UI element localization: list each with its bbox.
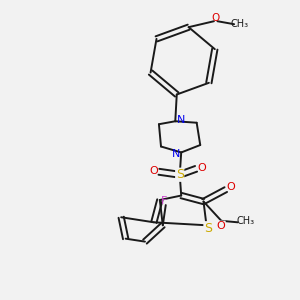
Text: N: N <box>172 149 180 159</box>
Text: CH₃: CH₃ <box>237 216 255 226</box>
Text: O: O <box>149 166 158 176</box>
Text: N: N <box>176 115 185 125</box>
Text: O: O <box>197 163 206 173</box>
Text: O: O <box>211 13 220 23</box>
Text: O: O <box>216 221 225 231</box>
Text: F: F <box>161 196 167 206</box>
Text: S: S <box>204 222 212 235</box>
Text: CH₃: CH₃ <box>231 19 249 29</box>
Text: S: S <box>176 168 184 181</box>
Text: O: O <box>226 182 235 192</box>
